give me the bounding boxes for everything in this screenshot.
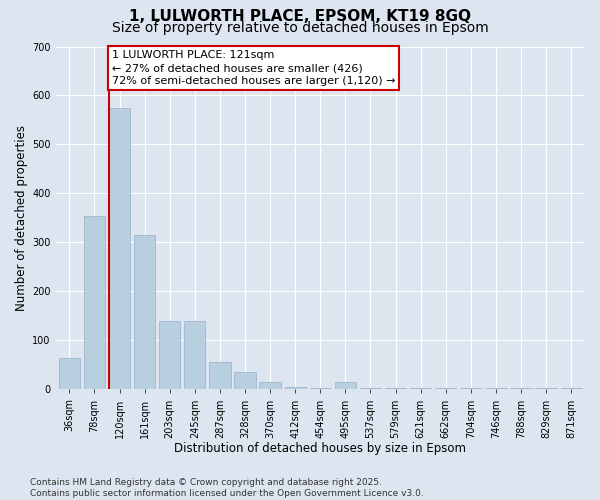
Bar (335, 382, 356, 390)
Bar (385, 388, 406, 390)
Bar (284, 387, 306, 390)
Bar (184, 321, 205, 390)
Bar (235, 372, 256, 390)
Bar (59, 358, 80, 390)
Bar (259, 382, 281, 390)
Bar (410, 388, 431, 390)
Bar (460, 388, 481, 390)
Bar (535, 388, 557, 390)
Bar (511, 388, 532, 390)
Text: Size of property relative to detached houses in Epsom: Size of property relative to detached ho… (112, 21, 488, 35)
Text: 1 LULWORTH PLACE: 121sqm
← 27% of detached houses are smaller (426)
72% of semi-: 1 LULWORTH PLACE: 121sqm ← 27% of detach… (112, 50, 395, 86)
Bar (209, 362, 230, 390)
Bar (310, 388, 331, 390)
Bar (435, 388, 457, 390)
Bar (360, 388, 381, 390)
Text: 1, LULWORTH PLACE, EPSOM, KT19 8GQ: 1, LULWORTH PLACE, EPSOM, KT19 8GQ (129, 9, 471, 24)
Y-axis label: Number of detached properties: Number of detached properties (15, 125, 28, 311)
X-axis label: Distribution of detached houses by size in Epsom: Distribution of detached houses by size … (174, 442, 466, 455)
Bar (84, 216, 105, 390)
Bar (560, 388, 582, 390)
Text: Contains HM Land Registry data © Crown copyright and database right 2025.
Contai: Contains HM Land Registry data © Crown c… (30, 478, 424, 498)
Bar (159, 321, 181, 390)
Bar (485, 388, 506, 390)
Bar (134, 235, 155, 390)
Bar (109, 108, 130, 390)
